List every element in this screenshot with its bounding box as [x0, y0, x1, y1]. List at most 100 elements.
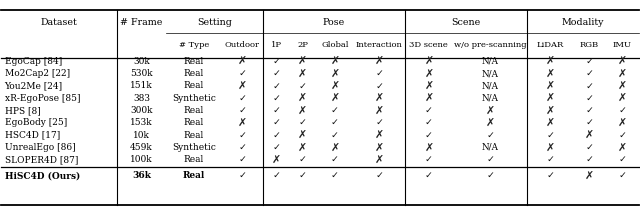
Text: ✓: ✓ — [331, 155, 339, 164]
Text: ✗: ✗ — [298, 93, 307, 103]
Text: 300k: 300k — [131, 106, 153, 115]
Text: ✗: ✗ — [298, 69, 307, 79]
Text: ✓: ✓ — [299, 155, 307, 164]
Text: ✓: ✓ — [546, 131, 554, 140]
Text: Real: Real — [184, 155, 204, 164]
Text: ✓: ✓ — [586, 118, 593, 127]
Text: ✗: ✗ — [298, 142, 307, 153]
Text: ✓: ✓ — [331, 171, 339, 180]
Text: ✓: ✓ — [239, 143, 246, 152]
Text: ✗: ✗ — [238, 81, 247, 91]
Text: N/A: N/A — [482, 81, 499, 91]
Text: Scene: Scene — [451, 18, 481, 27]
Text: ✓: ✓ — [425, 171, 433, 180]
Text: ✓: ✓ — [546, 171, 554, 180]
Text: ✗: ✗ — [271, 155, 281, 165]
Text: 383: 383 — [133, 94, 150, 103]
Text: ✗: ✗ — [618, 81, 627, 91]
Text: HPS [8]: HPS [8] — [4, 106, 40, 115]
Text: N/A: N/A — [482, 57, 499, 66]
Text: ✓: ✓ — [299, 171, 307, 180]
Text: ✓: ✓ — [586, 57, 593, 66]
Text: ✓: ✓ — [586, 94, 593, 103]
Text: ✓: ✓ — [239, 94, 246, 103]
Text: 530k: 530k — [130, 69, 153, 78]
Text: Global: Global — [321, 41, 349, 49]
Text: N/A: N/A — [482, 69, 499, 78]
Text: ✗: ✗ — [545, 106, 555, 116]
Text: 10k: 10k — [133, 131, 150, 140]
Text: ✓: ✓ — [272, 94, 280, 103]
Text: Modality: Modality — [562, 18, 604, 27]
Text: xR-EgoPose [85]: xR-EgoPose [85] — [4, 94, 80, 103]
Text: ✓: ✓ — [239, 106, 246, 115]
Text: ✓: ✓ — [239, 171, 246, 180]
Text: Real: Real — [184, 118, 204, 127]
Text: N/A: N/A — [482, 143, 499, 152]
Text: ✓: ✓ — [272, 106, 280, 115]
Text: ✓: ✓ — [375, 118, 383, 127]
Text: ✗: ✗ — [374, 56, 383, 66]
Text: HiSC4D (Ours): HiSC4D (Ours) — [4, 171, 80, 180]
Text: ✗: ✗ — [545, 93, 555, 103]
Text: Real: Real — [184, 81, 204, 91]
Text: IMU: IMU — [612, 41, 632, 49]
Text: ✗: ✗ — [330, 142, 339, 153]
Text: 1P: 1P — [271, 41, 282, 49]
Text: Synthetic: Synthetic — [172, 94, 216, 103]
Text: ✓: ✓ — [272, 57, 280, 66]
Text: ✗: ✗ — [486, 106, 495, 116]
Text: ✗: ✗ — [545, 69, 555, 79]
Text: ✗: ✗ — [330, 56, 339, 66]
Text: ✗: ✗ — [238, 118, 247, 128]
Text: ✗: ✗ — [618, 69, 627, 79]
Text: ✓: ✓ — [375, 69, 383, 78]
Text: Real: Real — [184, 106, 204, 115]
Text: ✗: ✗ — [374, 155, 383, 165]
Text: 153k: 153k — [130, 118, 153, 127]
Text: ✓: ✓ — [272, 131, 280, 140]
Text: ✓: ✓ — [331, 131, 339, 140]
Text: 151k: 151k — [130, 81, 153, 91]
Text: Synthetic: Synthetic — [172, 143, 216, 152]
Text: EgoCap [84]: EgoCap [84] — [4, 57, 62, 66]
Text: ✓: ✓ — [299, 118, 307, 127]
Text: 3D scene: 3D scene — [410, 41, 448, 49]
Text: ✗: ✗ — [545, 56, 555, 66]
Text: ✗: ✗ — [545, 81, 555, 91]
Text: ✓: ✓ — [425, 155, 433, 164]
Text: ✗: ✗ — [424, 56, 433, 66]
Text: LiDAR: LiDAR — [536, 41, 564, 49]
Text: ✓: ✓ — [425, 131, 433, 140]
Text: w/o pre-scanning: w/o pre-scanning — [454, 41, 527, 49]
Text: ✓: ✓ — [486, 155, 494, 164]
Text: ✓: ✓ — [272, 118, 280, 127]
Text: Real: Real — [184, 131, 204, 140]
Text: ✗: ✗ — [330, 81, 339, 91]
Text: ✓: ✓ — [618, 131, 626, 140]
Text: ✗: ✗ — [374, 93, 383, 103]
Text: 36k: 36k — [132, 171, 151, 180]
Text: ✗: ✗ — [238, 56, 247, 66]
Text: ✓: ✓ — [618, 106, 626, 115]
Text: ✓: ✓ — [299, 81, 307, 91]
Text: ✓: ✓ — [486, 171, 494, 180]
Text: ✗: ✗ — [330, 69, 339, 79]
Text: RGB: RGB — [580, 41, 599, 49]
Text: ✓: ✓ — [586, 81, 593, 91]
Text: UnrealEgo [86]: UnrealEgo [86] — [4, 143, 76, 152]
Text: ✓: ✓ — [618, 155, 626, 164]
Text: ✗: ✗ — [585, 171, 594, 181]
Text: ✗: ✗ — [545, 118, 555, 128]
Text: ✗: ✗ — [618, 56, 627, 66]
Text: ✓: ✓ — [486, 131, 494, 140]
Text: Dataset: Dataset — [41, 18, 77, 27]
Text: You2Me [24]: You2Me [24] — [4, 81, 63, 91]
Text: 30k: 30k — [133, 57, 150, 66]
Text: ✓: ✓ — [239, 69, 246, 78]
Text: ✓: ✓ — [586, 106, 593, 115]
Text: ✗: ✗ — [545, 142, 555, 153]
Text: ✗: ✗ — [330, 93, 339, 103]
Text: # Frame: # Frame — [120, 18, 163, 27]
Text: ✗: ✗ — [618, 142, 627, 153]
